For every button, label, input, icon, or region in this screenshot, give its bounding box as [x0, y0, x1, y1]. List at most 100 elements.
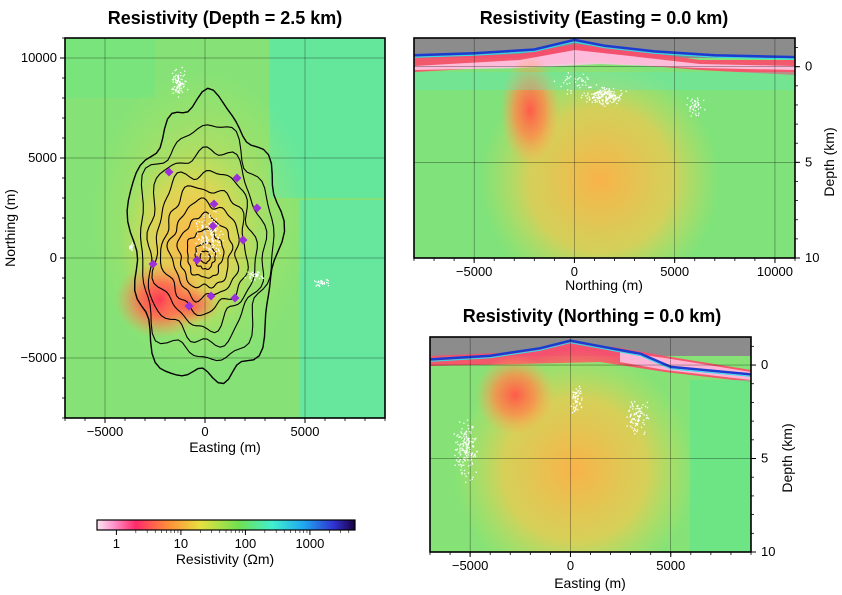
seismic-event — [177, 83, 179, 86]
seismic-event — [687, 97, 689, 99]
seismic-event — [693, 106, 696, 108]
seismic-event — [603, 93, 606, 96]
seismic-event — [635, 423, 637, 425]
x-tick-label: 0 — [571, 264, 578, 279]
seismic-event — [218, 242, 221, 244]
seismic-event — [176, 85, 179, 87]
seismic-event — [465, 445, 467, 447]
seismic-event — [468, 446, 471, 449]
seismic-event — [583, 92, 585, 94]
seismic-event — [465, 443, 467, 445]
plan-axes-gridlines — [65, 38, 385, 418]
seismic-event — [609, 93, 611, 95]
x-tick-label: −5000 — [87, 424, 124, 439]
plan-view-ylabel: Northing (m) — [2, 189, 18, 267]
seismic-event — [572, 403, 575, 405]
seismic-event — [691, 105, 693, 107]
seismic-event — [633, 413, 635, 415]
seismic-event — [598, 96, 600, 98]
seismic-event — [214, 229, 216, 231]
seismic-event — [130, 246, 132, 248]
seismic-event — [212, 241, 214, 243]
seismic-event — [584, 81, 586, 83]
seismic-event — [184, 70, 186, 72]
seismic-event — [244, 276, 246, 279]
seismic-event — [325, 279, 328, 281]
seismic-event — [602, 102, 604, 104]
seismic-event — [471, 478, 473, 480]
seismic-event — [459, 451, 461, 453]
seismic-event — [211, 229, 213, 231]
seismic-event — [215, 233, 217, 236]
seismic-event — [182, 75, 184, 77]
y-tick-label: 5 — [805, 154, 812, 169]
seismic-event — [205, 246, 207, 248]
seismic-event — [598, 97, 600, 99]
seismic-event — [314, 280, 316, 282]
seismic-event — [179, 85, 181, 87]
seismic-event — [598, 99, 600, 102]
seismic-event — [173, 76, 175, 78]
northing-section-resistivity — [430, 337, 751, 552]
seismic-event — [318, 285, 320, 287]
seismic-event — [469, 451, 471, 453]
seismic-event — [219, 252, 221, 254]
seismic-event — [211, 235, 214, 237]
seismic-event — [609, 96, 612, 98]
seismic-event — [201, 241, 203, 243]
seismic-event — [178, 89, 180, 92]
seismic-event — [203, 231, 206, 233]
seismic-event — [196, 225, 198, 228]
seismic-event — [466, 455, 468, 457]
seismic-event — [463, 458, 465, 460]
colorbar: 1 10 100 1000 Resistivity (Ωm) — [96, 519, 356, 567]
seismic-event — [211, 244, 213, 246]
seismic-event — [625, 90, 627, 92]
seismic-event — [463, 449, 465, 452]
seismic-event — [634, 401, 636, 403]
seismic-event — [697, 102, 699, 104]
seismic-event — [216, 228, 219, 230]
seismic-event — [212, 233, 214, 235]
seismic-event — [198, 221, 201, 223]
seismic-event — [582, 79, 584, 82]
seismic-event — [176, 88, 178, 90]
seismic-event — [172, 79, 175, 81]
seismic-event — [472, 456, 475, 458]
seismic-event — [469, 448, 471, 451]
seismic-event — [610, 93, 612, 95]
seismic-event — [700, 106, 702, 109]
x-tick-label: 5000 — [660, 264, 689, 279]
seismic-event — [253, 273, 255, 276]
seismic-event — [637, 411, 639, 413]
seismic-event — [591, 93, 593, 95]
seismic-event — [260, 275, 262, 277]
seismic-event — [471, 452, 473, 454]
seismic-event — [468, 441, 471, 443]
seismic-event — [464, 432, 466, 434]
seismic-event — [459, 460, 461, 462]
seismic-event — [636, 405, 638, 408]
seismic-event — [210, 221, 212, 224]
seismic-event — [459, 443, 462, 445]
seismic-event — [213, 229, 215, 231]
seismic-event — [607, 103, 609, 105]
seismic-event — [203, 214, 205, 217]
seismic-event — [603, 86, 605, 89]
easting-section-overlays — [414, 38, 795, 117]
seismic-event — [696, 101, 698, 103]
seismic-event — [613, 93, 615, 95]
seismic-event — [177, 75, 180, 77]
seismic-event — [131, 245, 133, 248]
seismic-event — [256, 273, 258, 275]
seismic-event — [212, 237, 214, 239]
seismic-event — [220, 230, 222, 233]
seismic-event — [607, 98, 609, 100]
seismic-event — [318, 280, 320, 282]
seismic-event — [317, 284, 319, 286]
seismic-event — [582, 73, 585, 75]
seismic-event — [692, 109, 695, 111]
seismic-event — [210, 233, 212, 235]
seismic-event — [591, 97, 594, 99]
seismic-event — [633, 430, 635, 432]
